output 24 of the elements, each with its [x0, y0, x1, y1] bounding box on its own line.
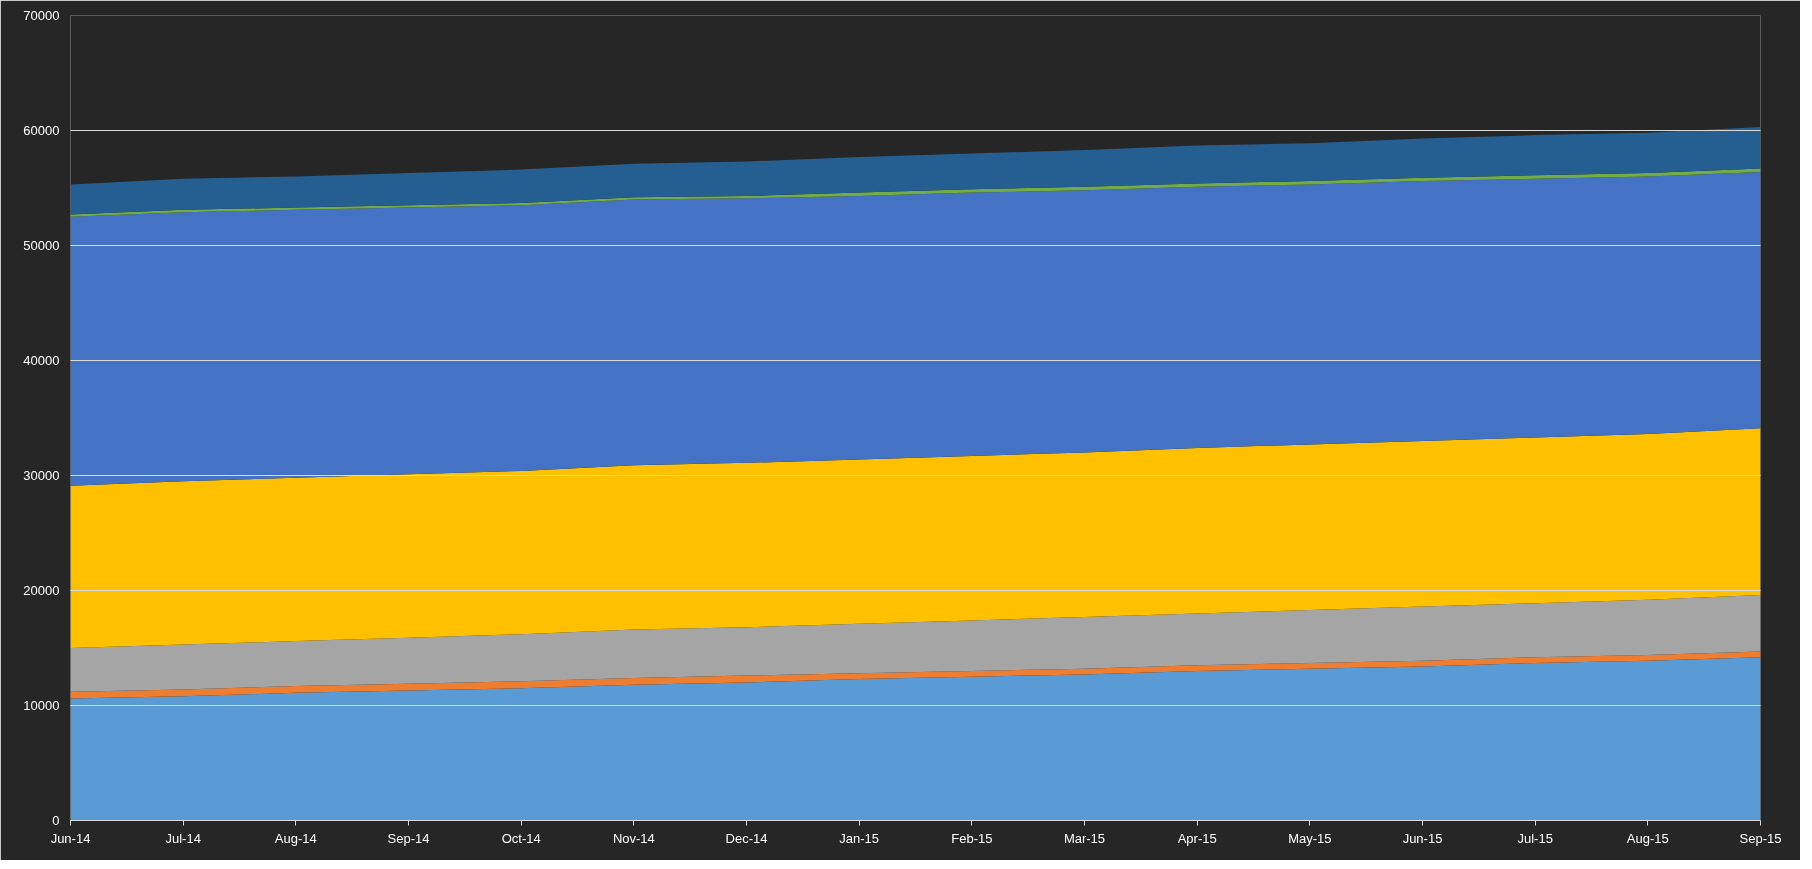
x-tick-label: Apr-15 — [1177, 830, 1217, 846]
x-tick-label: Aug-15 — [1626, 830, 1669, 846]
y-tick-label: 10000 — [23, 698, 60, 713]
x-tick-label: Jul-14 — [165, 830, 201, 846]
y-tick-label: 60000 — [23, 123, 60, 138]
x-tick-label: Jun-14 — [50, 830, 91, 846]
x-tick-label: Jan-15 — [839, 830, 880, 846]
x-tick-label: May-15 — [1288, 830, 1332, 846]
x-tick-label: Nov-14 — [612, 830, 655, 846]
x-tick-label: Sep-15 — [1739, 830, 1782, 846]
x-tick-label: Oct-14 — [501, 830, 541, 846]
y-tick-label: 70000 — [23, 8, 60, 23]
x-tick-label: Sep-14 — [387, 830, 430, 846]
x-tick-label: Feb-15 — [951, 830, 993, 846]
y-tick-label: 40000 — [23, 353, 60, 368]
x-tick-label: Dec-14 — [725, 830, 768, 846]
y-tick-label: 50000 — [23, 238, 60, 253]
x-tick-label: Aug-14 — [274, 830, 317, 846]
y-tick-label: 0 — [52, 813, 60, 828]
y-tick-label: 20000 — [23, 583, 60, 598]
x-tick-label: Jul-15 — [1517, 830, 1553, 846]
x-tick-label: Mar-15 — [1063, 830, 1106, 846]
y-tick-label: 30000 — [23, 468, 60, 483]
x-tick-label: Jun-15 — [1402, 830, 1443, 846]
